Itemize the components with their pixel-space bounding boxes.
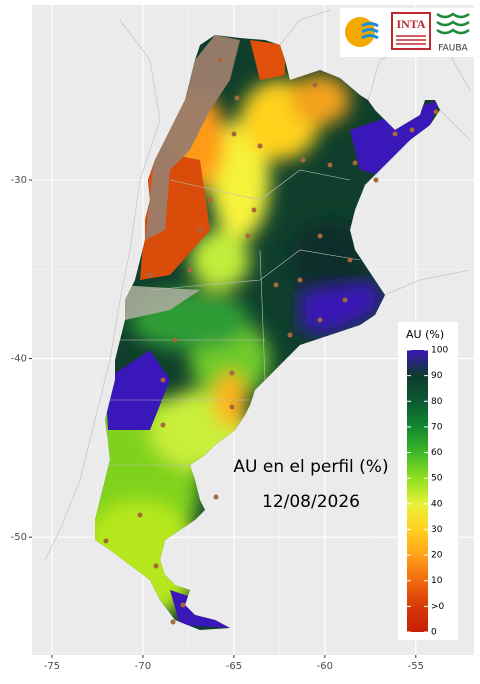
legend-label: 90 <box>431 371 443 381</box>
legend-title: AU (%) <box>406 328 444 341</box>
inta-box <box>391 12 431 50</box>
map-title: AU en el perfil (%) <box>233 457 388 477</box>
map-date: 12/08/2026 <box>262 492 360 512</box>
legend-label: 70 <box>431 422 443 432</box>
province-borders <box>100 169 361 466</box>
legend-label: 60 <box>431 448 443 458</box>
y-tick-label: -40 <box>11 354 27 365</box>
legend-label: 0 <box>431 628 437 638</box>
x-tick-label: -60 <box>317 661 333 672</box>
legend-label: 20 <box>431 551 443 561</box>
inta-text: INTA <box>396 17 425 31</box>
color-bar <box>407 350 428 632</box>
logos: INTA FAUBA <box>340 8 475 57</box>
legend-label: >0 <box>431 602 445 612</box>
legend-label: 80 <box>431 397 443 407</box>
legend-label: 10 <box>431 576 443 586</box>
y-tick-label: -30 <box>11 175 27 186</box>
x-tick-label: -75 <box>44 661 60 672</box>
y-tick-label: -50 <box>11 532 27 543</box>
legend-label: 40 <box>431 499 443 509</box>
logo-icon <box>345 17 375 47</box>
axes: -75 -70 -65 -60 -55 -30 -40 -50 <box>11 175 424 672</box>
x-tick-label: -55 <box>408 661 424 672</box>
legend-label: 100 <box>431 346 448 356</box>
stations <box>103 57 439 625</box>
x-tick-label: -70 <box>135 661 151 672</box>
x-tick-label: -65 <box>226 661 242 672</box>
fauba-text: FAUBA <box>438 44 468 54</box>
legend: 100 90 80 70 60 50 40 30 20 10 >0 0 <box>407 346 448 638</box>
legend-label: 30 <box>431 525 443 535</box>
legend-label: 50 <box>431 474 443 484</box>
